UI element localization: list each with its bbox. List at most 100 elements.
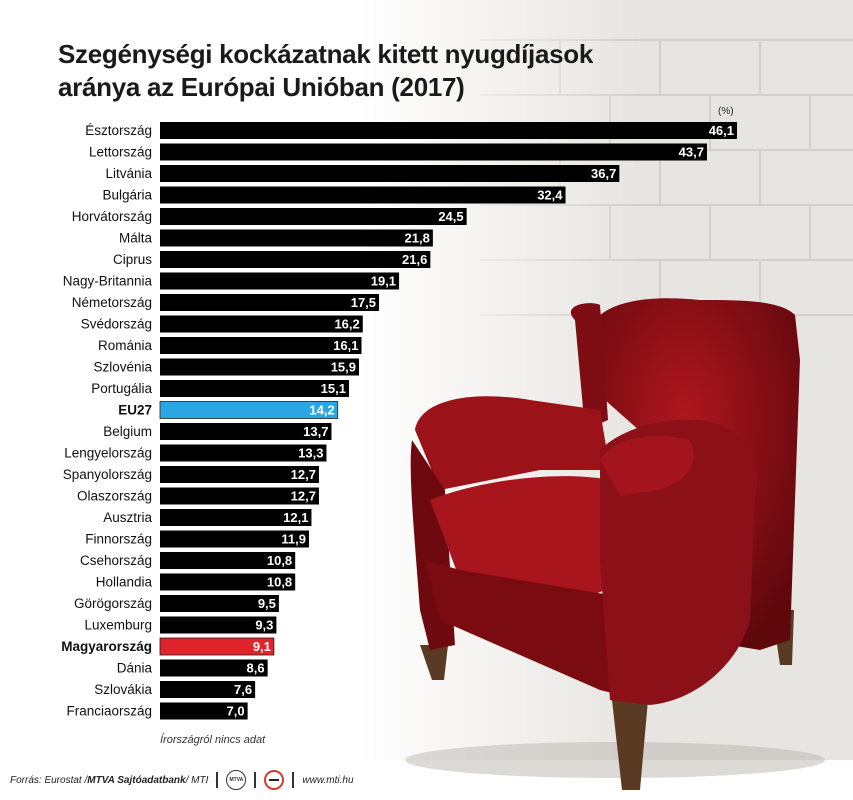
value-label: 16,2	[334, 317, 359, 332]
category-label: Luxemburg	[84, 618, 152, 633]
value-label: 17,5	[351, 295, 376, 310]
value-label: 9,5	[258, 596, 276, 611]
category-label: Belgium	[103, 424, 152, 439]
category-label: Csehország	[80, 553, 152, 568]
category-label: Bulgária	[102, 188, 152, 203]
category-label: Románia	[98, 338, 153, 353]
footer: Forrás: Eurostat / MTVA Sajtóadatbank / …	[10, 770, 354, 790]
category-label: Ciprus	[113, 252, 152, 267]
bar-16	[160, 444, 327, 462]
value-label: 15,1	[321, 381, 346, 396]
value-label: 19,1	[371, 274, 396, 289]
value-label: 8,6	[247, 661, 265, 676]
category-label: Ausztria	[103, 510, 152, 525]
value-label: 21,6	[402, 252, 427, 267]
bar-27	[160, 681, 256, 698]
category-label: Franciaország	[66, 704, 152, 719]
bar-2	[160, 143, 707, 161]
value-label: 7,6	[234, 682, 252, 697]
bar-12	[160, 358, 360, 376]
footer-separator	[254, 772, 257, 788]
bar-17	[160, 466, 319, 483]
category-label: Észtország	[85, 123, 152, 138]
category-label: Hollandia	[96, 575, 153, 590]
footer-separator	[216, 772, 219, 788]
chart-title: Szegénységi kockázatnak kitett nyugdíjas…	[58, 38, 593, 104]
value-label: 16,1	[333, 338, 358, 353]
category-label: EU27	[118, 403, 152, 418]
value-label: 12,1	[283, 510, 308, 525]
value-label: 9,1	[253, 639, 271, 654]
bar-1	[160, 122, 737, 139]
category-label: Svédország	[81, 317, 152, 332]
value-label: 10,8	[267, 553, 292, 568]
bar-18	[160, 487, 319, 505]
value-label: 15,9	[331, 360, 356, 375]
unit-label: (%)	[718, 106, 734, 117]
bar-28	[160, 702, 248, 720]
source-suffix: / MTI	[185, 774, 209, 786]
category-label: Lettország	[89, 145, 152, 160]
bar-26	[160, 659, 268, 677]
bar-19	[160, 509, 312, 526]
bar-11	[160, 337, 362, 354]
bar-8	[160, 272, 400, 290]
website-text: www.mti.hu	[302, 774, 354, 786]
value-label: 14,2	[309, 403, 334, 418]
value-label: 36,7	[591, 166, 616, 181]
category-label: Szlovákia	[94, 682, 152, 697]
source-bold: MTVA Sajtóadatbank	[87, 774, 186, 786]
title-line-2: aránya az Európai Unióban (2017)	[58, 72, 465, 102]
category-label: Olaszország	[77, 489, 152, 504]
category-label: Litvánia	[105, 166, 152, 181]
value-label: 12,7	[291, 489, 316, 504]
value-label: 46,1	[709, 123, 734, 138]
bar-20	[160, 530, 309, 548]
category-label: Spanyolország	[63, 467, 152, 482]
bar-21	[160, 552, 296, 569]
mtva-logo-text: MTVA	[229, 777, 244, 783]
footer-separator	[292, 772, 295, 788]
value-label: 24,5	[438, 209, 463, 224]
value-label: 11,9	[281, 532, 306, 547]
bar-6	[160, 229, 433, 247]
bar-15	[160, 423, 332, 440]
value-label: 12,7	[291, 467, 316, 482]
value-label: 13,7	[303, 424, 328, 439]
category-label: Magyarország	[61, 639, 152, 654]
armchair-illustration	[405, 298, 825, 790]
bar-3	[160, 165, 620, 182]
source-prefix: Forrás: Eurostat /	[10, 774, 88, 786]
bar-22	[160, 573, 296, 591]
category-label: Portugália	[91, 381, 152, 396]
title-line-1: Szegénységi kockázatnak kitett nyugdíjas…	[58, 39, 594, 69]
bar-23	[160, 595, 279, 612]
category-label: Finnország	[85, 532, 152, 547]
bar-24	[160, 616, 277, 634]
category-label: Nagy-Britannia	[63, 274, 153, 289]
category-label: Dánia	[117, 661, 153, 676]
bar-7	[160, 251, 431, 268]
bar-25	[159, 637, 275, 656]
category-label: Lengyelország	[64, 446, 152, 461]
value-label: 21,8	[405, 231, 430, 246]
category-label: Málta	[119, 231, 153, 246]
bar-14	[159, 401, 339, 419]
category-label: Horvátország	[72, 209, 152, 224]
value-label: 43,7	[679, 145, 704, 160]
value-label: 13,3	[298, 446, 323, 461]
bar-9	[160, 294, 380, 311]
bar-10	[160, 315, 363, 333]
value-label: 10,8	[267, 575, 292, 590]
category-label: Németország	[72, 295, 152, 310]
bar-13	[160, 380, 349, 397]
category-label: Görögország	[74, 596, 152, 611]
mtva-logo-icon: MTVA	[226, 770, 247, 790]
value-label: 9,3	[255, 618, 273, 633]
missing-data-note: Írországról nincs adat	[160, 734, 266, 746]
value-label: 7,0	[227, 704, 245, 719]
mti-logo-icon	[264, 770, 285, 790]
value-label: 32,4	[537, 188, 563, 203]
category-label: Szlovénia	[93, 360, 152, 375]
